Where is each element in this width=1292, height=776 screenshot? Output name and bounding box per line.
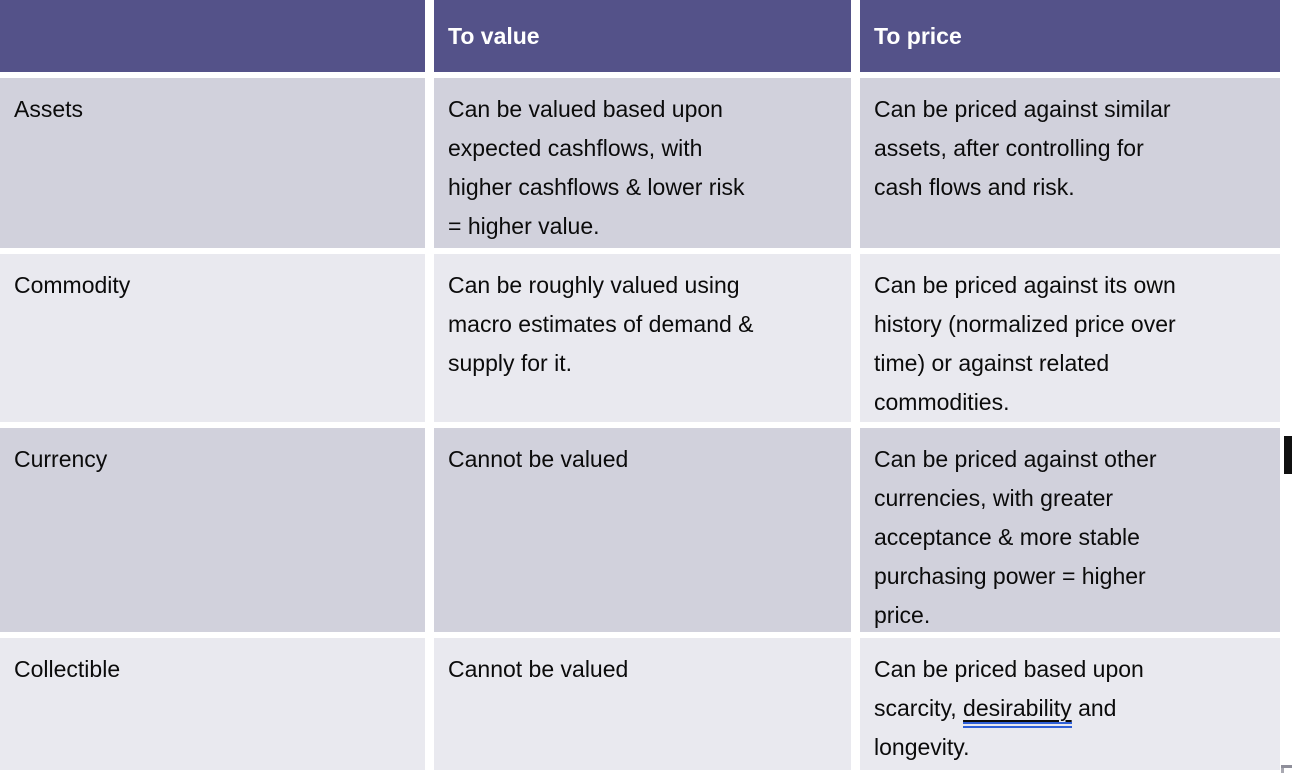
spellchecked-word-desirability: desirability [963,695,1072,728]
right-edge-cursor-artifact [1284,436,1292,474]
row-label-commodity: Commodity [0,254,425,422]
row-label-collectible: Collectible [0,638,425,770]
row-label-currency: Currency [0,428,425,632]
collectible-price-text-after: and longevity. [874,695,1117,760]
header-cell-empty [0,0,425,72]
header-cell-to-value: To value [434,0,851,72]
glyph-fragment [1281,768,1284,773]
currency-to-price-cell: Can be priced against other currencies, … [860,428,1280,632]
header-cell-to-price: To price [860,0,1280,72]
partial-slide-number-glyph [1281,765,1292,773]
row-label-assets: Assets [0,78,425,248]
assets-to-price-cell: Can be priced against similar assets, af… [860,78,1280,248]
collectible-to-value-cell: Cannot be valued [434,638,851,770]
collectible-price-text-before: Can be priced based upon scarcity, [874,656,1144,721]
glyph-fragment [1281,765,1292,768]
commodity-to-price-cell: Can be priced against its own history (n… [860,254,1280,422]
commodity-to-value-cell: Can be roughly valued using macro estima… [434,254,851,422]
collectible-to-price-cell: Can be priced based upon scarcity, desir… [860,638,1280,770]
currency-to-value-cell: Cannot be valued [434,428,851,632]
assets-to-value-cell: Can be valued based upon expected cashfl… [434,78,851,248]
